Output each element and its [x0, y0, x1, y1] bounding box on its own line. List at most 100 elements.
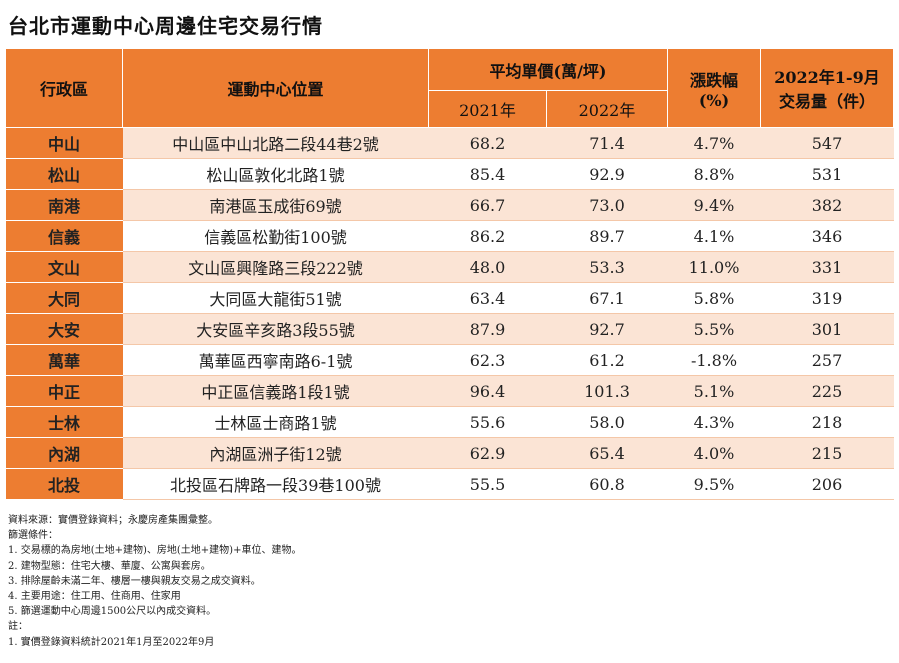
data-cell: 61.2	[546, 344, 668, 376]
data-cell: 67.1	[546, 282, 668, 314]
data-cell: 73.0	[546, 189, 668, 221]
table-row: 大同 大同區大龍街51號 63.4 67.1 5.8% 319	[5, 282, 894, 314]
data-cell: 內湖區洲子街12號	[122, 437, 429, 469]
data-cell: 346	[760, 220, 894, 252]
header-line: (%)	[698, 90, 730, 110]
note-line: 4. 主要用途：住工用、住商用、住家用	[8, 591, 181, 603]
data-cell: 96.4	[428, 375, 547, 407]
data-cell: 中山區中山北路二段44巷2號	[122, 127, 429, 159]
data-cell: 60.8	[546, 468, 668, 500]
header-cell: 2022年1-9月 交易量（件）	[760, 48, 894, 128]
header-cell: 2022年	[546, 90, 668, 128]
data-cell: 63.4	[428, 282, 547, 314]
note-line: 1. 實價登錄資料統計2021年1月至2022年9月	[8, 636, 215, 648]
table-row: 士林 士林區士商路1號 55.6 58.0 4.3% 218	[5, 406, 894, 438]
district-cell: 中正	[5, 375, 123, 407]
data-cell: 4.3%	[667, 406, 761, 438]
data-cell: 大同區大龍街51號	[122, 282, 429, 314]
data-cell: 北投區石牌路一段39巷100號	[122, 468, 429, 500]
data-cell: 5.5%	[667, 313, 761, 345]
data-cell: 101.3	[546, 375, 668, 407]
data-cell: 86.2	[428, 220, 547, 252]
data-cell: 4.1%	[667, 220, 761, 252]
notes: 資料來源：實價登錄資料；永慶房產集團彙整。 篩選條件： 1. 交易標的為房地(土地+…	[8, 513, 301, 650]
data-cell: 92.7	[546, 313, 668, 345]
data-cell: 5.8%	[667, 282, 761, 314]
data-cell: 218	[760, 406, 894, 438]
data-cell: 4.7%	[667, 127, 761, 159]
note-line: 1. 交易標的為房地(土地+建物)、房地(土地+建物)+車位、建物。	[8, 545, 302, 557]
data-cell: 301	[760, 313, 894, 345]
data-cell: 65.4	[546, 437, 668, 469]
title: 台北市運動中心周邊住宅交易行情	[8, 14, 323, 38]
data-cell: 66.7	[428, 189, 547, 221]
data-cell: 48.0	[428, 251, 547, 283]
data-cell: 331	[760, 251, 894, 283]
header-cell: 行政區	[5, 48, 123, 128]
data-cell: 南港區玉成街69號	[122, 189, 429, 221]
data-cell: 9.5%	[667, 468, 761, 500]
district-cell: 萬華	[5, 344, 123, 376]
header-line: 2022年1-9月	[774, 68, 880, 87]
district-cell: 北投	[5, 468, 123, 500]
data-cell: 萬華區西寧南路6-1號	[122, 344, 429, 376]
data-cell: 4.0%	[667, 437, 761, 469]
district-cell: 信義	[5, 220, 123, 252]
table-row: 北投 北投區石牌路一段39巷100號 55.5 60.8 9.5% 206	[5, 468, 894, 500]
data-cell: 225	[760, 375, 894, 407]
table-row: 松山 松山區敦化北路1號 85.4 92.9 8.8% 531	[5, 158, 894, 190]
data-cell: 547	[760, 127, 894, 159]
table-row: 信義 信義區松勤街100號 86.2 89.7 4.1% 346	[5, 220, 894, 252]
data-cell: 大安區辛亥路3段55號	[122, 313, 429, 345]
table-row: 中正 中正區信義路1段1號 96.4 101.3 5.1% 225	[5, 375, 894, 407]
data-cell: 文山區興隆路三段222號	[122, 251, 429, 283]
data-cell: 87.9	[428, 313, 547, 345]
district-cell: 士林	[5, 406, 123, 438]
district-cell: 松山	[5, 158, 123, 190]
data-cell: -1.8%	[667, 344, 761, 376]
data-cell: 92.9	[546, 158, 668, 190]
note-line: 3. 排除屋齡未滿二年、樓層一樓與親友交易之成交資料。	[8, 575, 261, 587]
data-cell: 11.0%	[667, 251, 761, 283]
header-cell: 漲跌幅 (%)	[667, 48, 761, 128]
data-cell: 55.6	[428, 406, 547, 438]
data-cell: 206	[760, 468, 894, 500]
data-cell: 89.7	[546, 220, 668, 252]
district-cell: 大同	[5, 282, 123, 314]
data-cell: 中正區信義路1段1號	[122, 375, 429, 407]
data-cell: 士林區士商路1號	[122, 406, 429, 438]
header-line: 漲跌幅	[689, 70, 738, 90]
note-line: 篩選條件：	[8, 530, 58, 542]
data-cell: 319	[760, 282, 894, 314]
data-cell: 9.4%	[667, 189, 761, 221]
note-line: 2. 建物型態：住宅大樓、華廈、公寓與套房。	[8, 560, 211, 572]
data-cell: 55.5	[428, 468, 547, 500]
table-row: 文山 文山區興隆路三段222號 48.0 53.3 11.0% 331	[5, 251, 894, 283]
data-cell: 215	[760, 437, 894, 469]
data-cell: 68.2	[428, 127, 547, 159]
data-cell: 531	[760, 158, 894, 190]
data-cell: 257	[760, 344, 894, 376]
header-cell: 2021年	[428, 90, 547, 128]
district-cell: 內湖	[5, 437, 123, 469]
data-cell: 信義區松勤街100號	[122, 220, 429, 252]
header-cell: 平均單價(萬/坪)	[428, 48, 668, 91]
data-cell: 5.1%	[667, 375, 761, 407]
data-cell: 53.3	[546, 251, 668, 283]
table-body: 中山 中山區中山北路二段44巷2號 68.2 71.4 4.7% 547 松山 松山區敦化北路…	[5, 127, 894, 500]
district-cell: 大安	[5, 313, 123, 345]
district-cell: 中山	[5, 127, 123, 159]
header-cell: 運動中心位置	[122, 48, 429, 128]
table-row: 萬華 萬華區西寧南路6-1號 62.3 61.2 -1.8% 257	[5, 344, 894, 376]
table-row: 中山 中山區中山北路二段44巷2號 68.2 71.4 4.7% 547	[5, 127, 894, 159]
data-cell: 382	[760, 189, 894, 221]
table-row: 內湖 內湖區洲子街12號 62.9 65.4 4.0% 215	[5, 437, 894, 469]
note-line: 5. 篩選運動中心周邊1500公尺以內成交資料。	[8, 606, 217, 618]
price-table: 行政區 運動中心位置 平均單價(萬/坪) 漲跌幅 (%) 2022年1-9月 交易量…	[5, 48, 894, 500]
header-line: 交易量（件）	[778, 92, 875, 111]
data-cell: 8.8%	[667, 158, 761, 190]
note-line: 資料來源：實價登錄資料；永慶房產集團彙整。	[8, 515, 218, 526]
data-cell: 62.3	[428, 344, 547, 376]
data-cell: 71.4	[546, 127, 668, 159]
